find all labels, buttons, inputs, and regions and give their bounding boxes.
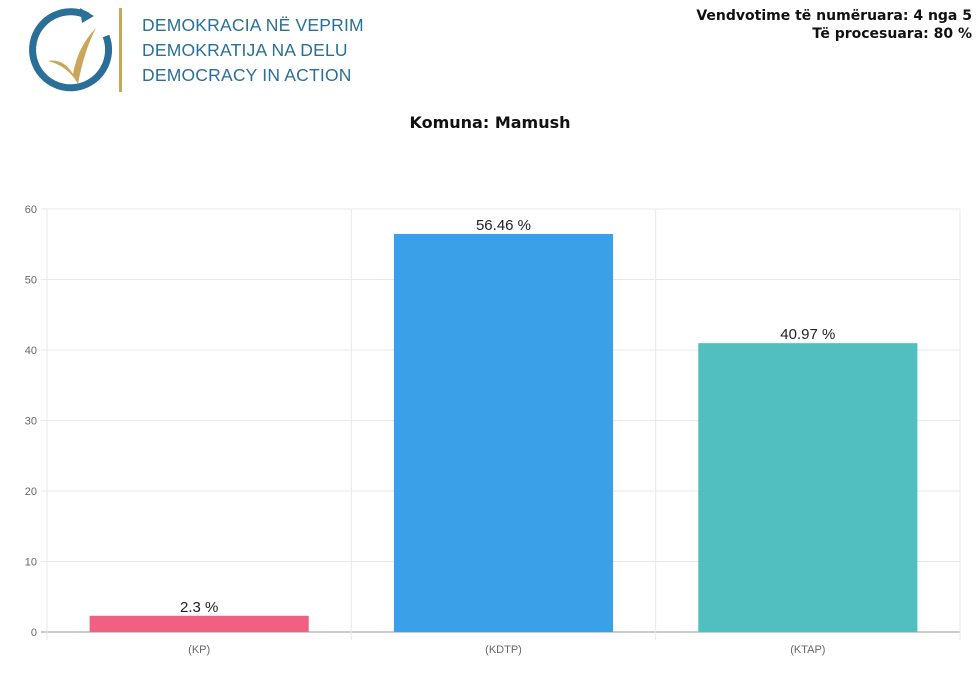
- y-tick-label: 0: [31, 627, 37, 639]
- y-tick-label: 50: [25, 275, 37, 287]
- status-processed: Të procesuara: 80 %: [812, 26, 972, 42]
- logo-icon: [29, 8, 113, 92]
- logo-line-en: DEMOCRACY IN ACTION: [142, 65, 352, 85]
- logo-divider: [119, 8, 122, 92]
- bar-ktap: [698, 343, 918, 632]
- y-tick-label: 60: [25, 204, 37, 216]
- status-panel: Vendvotime të numëruara: 4 nga 5 Të proc…: [696, 7, 972, 43]
- status-counted: Vendvotime të numëruara: 4 nga 5: [696, 8, 972, 24]
- chart-title: Komuna: Mamush: [409, 113, 571, 132]
- data-label: 2.3 %: [180, 599, 218, 616]
- data-label: 40.97 %: [780, 326, 835, 343]
- x-tick-label: (KTAP): [790, 644, 825, 656]
- y-tick-label: 20: [25, 486, 37, 498]
- y-tick-label: 10: [25, 557, 37, 569]
- bar-kp: [89, 615, 309, 632]
- data-label: 56.46 %: [476, 217, 531, 234]
- logo-line-sr: DEMOKRATIJA NA DELU: [142, 40, 348, 60]
- logo-line-sq: DEMOKRACIA NË VEPRIM: [142, 15, 364, 35]
- x-tick-label: (KP): [188, 644, 210, 656]
- x-tick-label: (KDTP): [485, 644, 522, 656]
- y-tick-label: 40: [25, 345, 37, 357]
- logo-text: DEMOKRACIA NË VEPRIM DEMOKRATIJA NA DELU…: [142, 13, 364, 88]
- y-tick-label: 30: [25, 416, 37, 428]
- bar-kdtp: [393, 233, 614, 632]
